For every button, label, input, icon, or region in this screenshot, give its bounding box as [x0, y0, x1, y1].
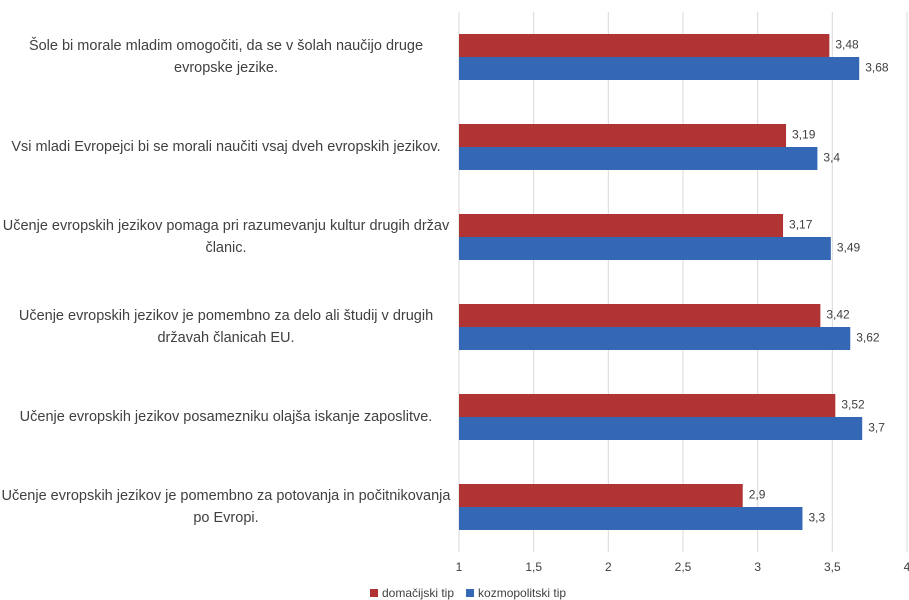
value-label: 3,42 [826, 308, 850, 322]
value-label: 3,49 [837, 241, 861, 255]
x-tick-label: 3,5 [824, 560, 841, 574]
category-label: Učenje evropskih jezikov pomaga pri razu… [2, 218, 450, 256]
x-tick-label: 2,5 [675, 560, 692, 574]
value-label: 3,48 [835, 38, 859, 52]
value-label: 3,7 [868, 421, 885, 435]
value-label: 3,68 [865, 61, 889, 75]
value-label: 3,19 [792, 128, 816, 142]
x-tick-label: 1,5 [525, 560, 542, 574]
bar [459, 394, 836, 417]
value-label: 3,62 [856, 331, 880, 345]
value-label: 3,17 [789, 218, 813, 232]
x-tick-label: 4 [904, 560, 909, 574]
value-label: 3,52 [841, 398, 865, 412]
bar [459, 507, 803, 530]
x-tick-label: 3 [754, 560, 761, 574]
value-label: 2,9 [749, 488, 766, 502]
value-label: 3,3 [808, 511, 825, 525]
bar [459, 57, 860, 80]
value-label: 3,4 [823, 151, 840, 165]
bar [459, 304, 821, 327]
bar [459, 484, 743, 507]
legend-swatch [466, 589, 475, 597]
bar [459, 237, 831, 260]
category-label: Šole bi morale mladim omogočiti, da se v… [28, 38, 424, 76]
category-label: Učenje evropskih jezikov posamezniku ola… [19, 409, 433, 425]
x-tick-label: 1 [456, 560, 463, 574]
legend-label: domačijski tip [382, 586, 454, 600]
category-label: Učenje evropskih jezikov je pomembno za … [18, 308, 434, 346]
bar [459, 327, 851, 350]
x-tick-label: 2 [605, 560, 612, 574]
bar [459, 417, 863, 440]
bar [459, 214, 784, 237]
bar [459, 34, 830, 57]
bar [459, 124, 787, 147]
category-label: Vsi mladi Evropejci bi se morali naučiti… [11, 139, 441, 155]
legend-label: kozmopolitski tip [478, 586, 566, 600]
bar [459, 147, 818, 170]
category-label: Učenje evropskih jezikov je pomembno za … [1, 488, 451, 526]
legend-swatch [370, 589, 378, 597]
